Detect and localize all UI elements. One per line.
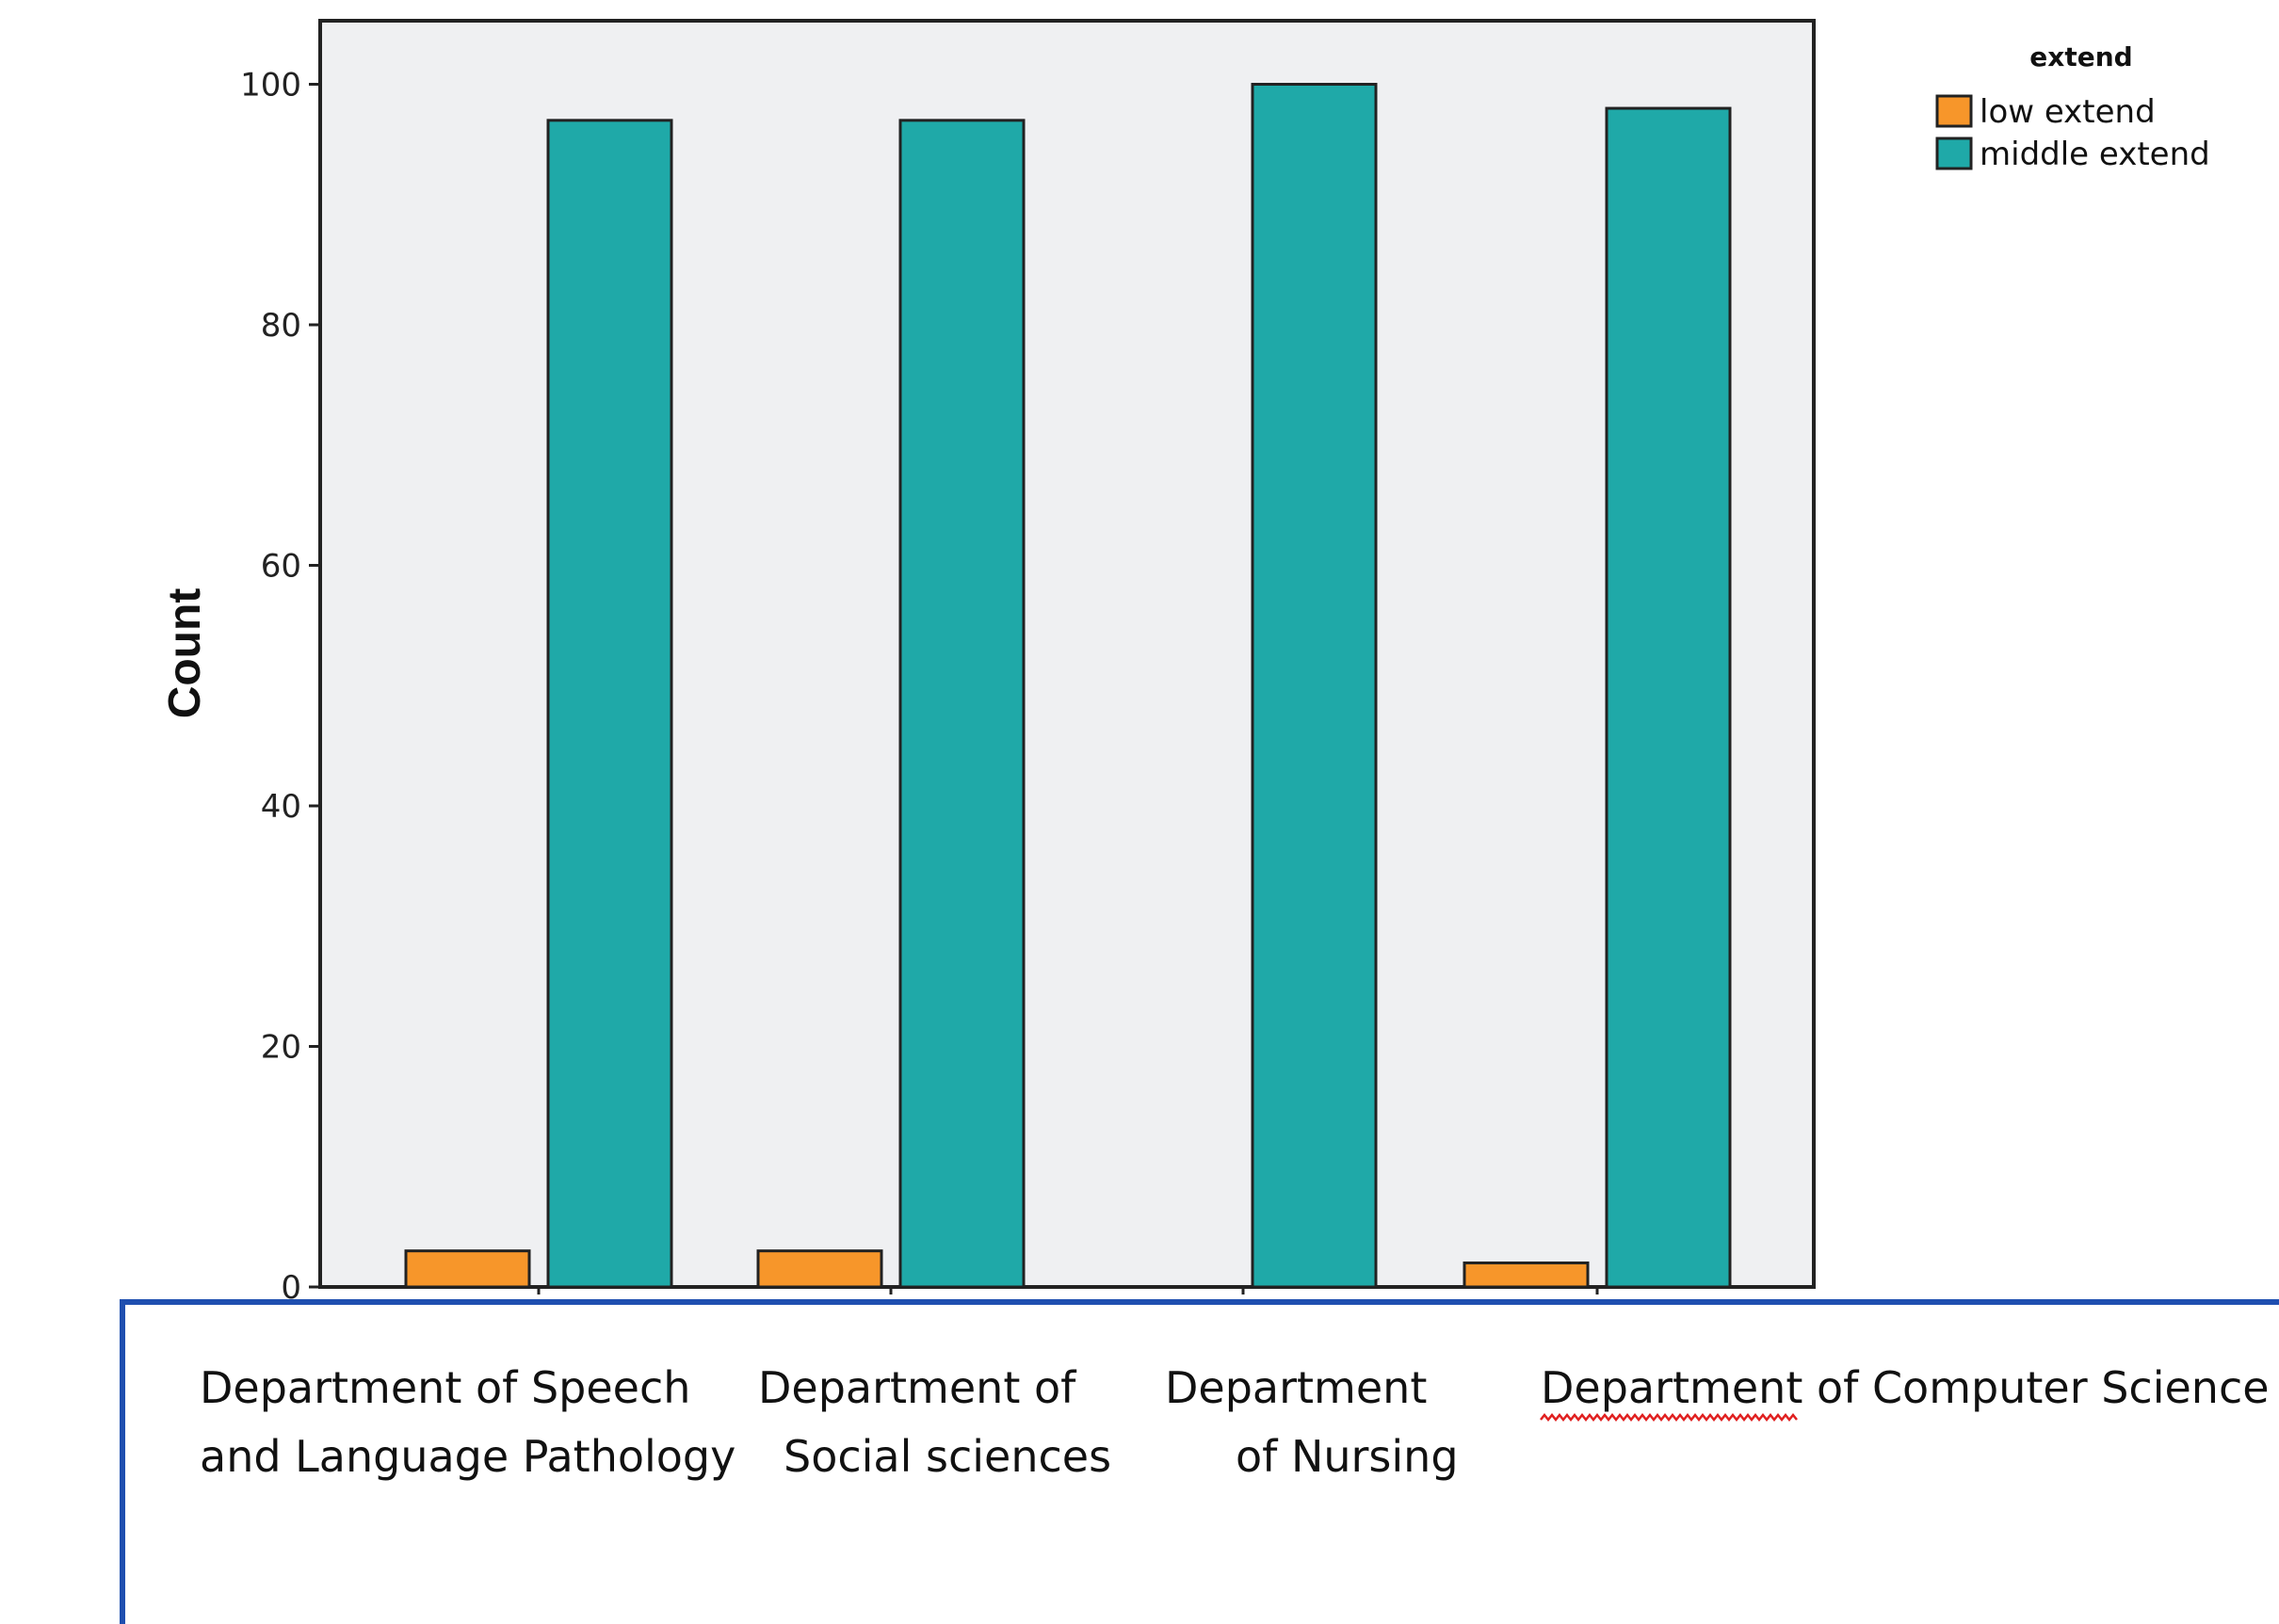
legend-swatch (1935, 94, 1973, 128)
legend-title: extend (2029, 41, 2132, 72)
legend-label: low extend (1980, 93, 2156, 131)
y-tick-label: 40 (261, 788, 301, 826)
x-category-label: Department of Computer Science (1541, 1362, 2270, 1413)
x-category-label: Department (1165, 1362, 1427, 1413)
y-axis: 0 20 40 60 80 100 (240, 67, 320, 1307)
bars (404, 83, 1732, 1294)
x-category-label: and Language Pathology (200, 1431, 735, 1482)
y-tick-label: 20 (261, 1029, 301, 1067)
y-tick-label: 60 (261, 548, 301, 586)
x-label-box (120, 1299, 2279, 1624)
bar-middle-extend (546, 119, 673, 1289)
x-category-label: Social sciences (784, 1431, 1111, 1482)
x-category-label: Department of Speech (200, 1362, 690, 1413)
bar-middle-extend (1251, 83, 1378, 1289)
bar-low-extend (756, 1249, 883, 1289)
y-tick-label: 80 (261, 307, 301, 345)
spellcheck-underline (1540, 1412, 1798, 1423)
legend-label: middle extend (1980, 136, 2210, 173)
x-axis-labels: Department of Speech and Language Patholo… (200, 1362, 2270, 1482)
x-category-label: Department of (758, 1362, 1077, 1413)
legend-swatch (1935, 137, 1973, 170)
y-axis-label: Count (160, 588, 210, 719)
plot-area (318, 19, 1816, 1289)
bar-middle-extend (898, 119, 1026, 1289)
bar-middle-extend (1605, 106, 1732, 1289)
bar-low-extend (1463, 1261, 1590, 1289)
bar-low-extend (404, 1249, 531, 1289)
y-tick-label: 100 (240, 67, 301, 105)
x-category-label: of Nursing (1236, 1431, 1459, 1482)
y-tick-label: 0 (281, 1269, 301, 1307)
legend: extend low extend middle extend (1935, 41, 2210, 173)
